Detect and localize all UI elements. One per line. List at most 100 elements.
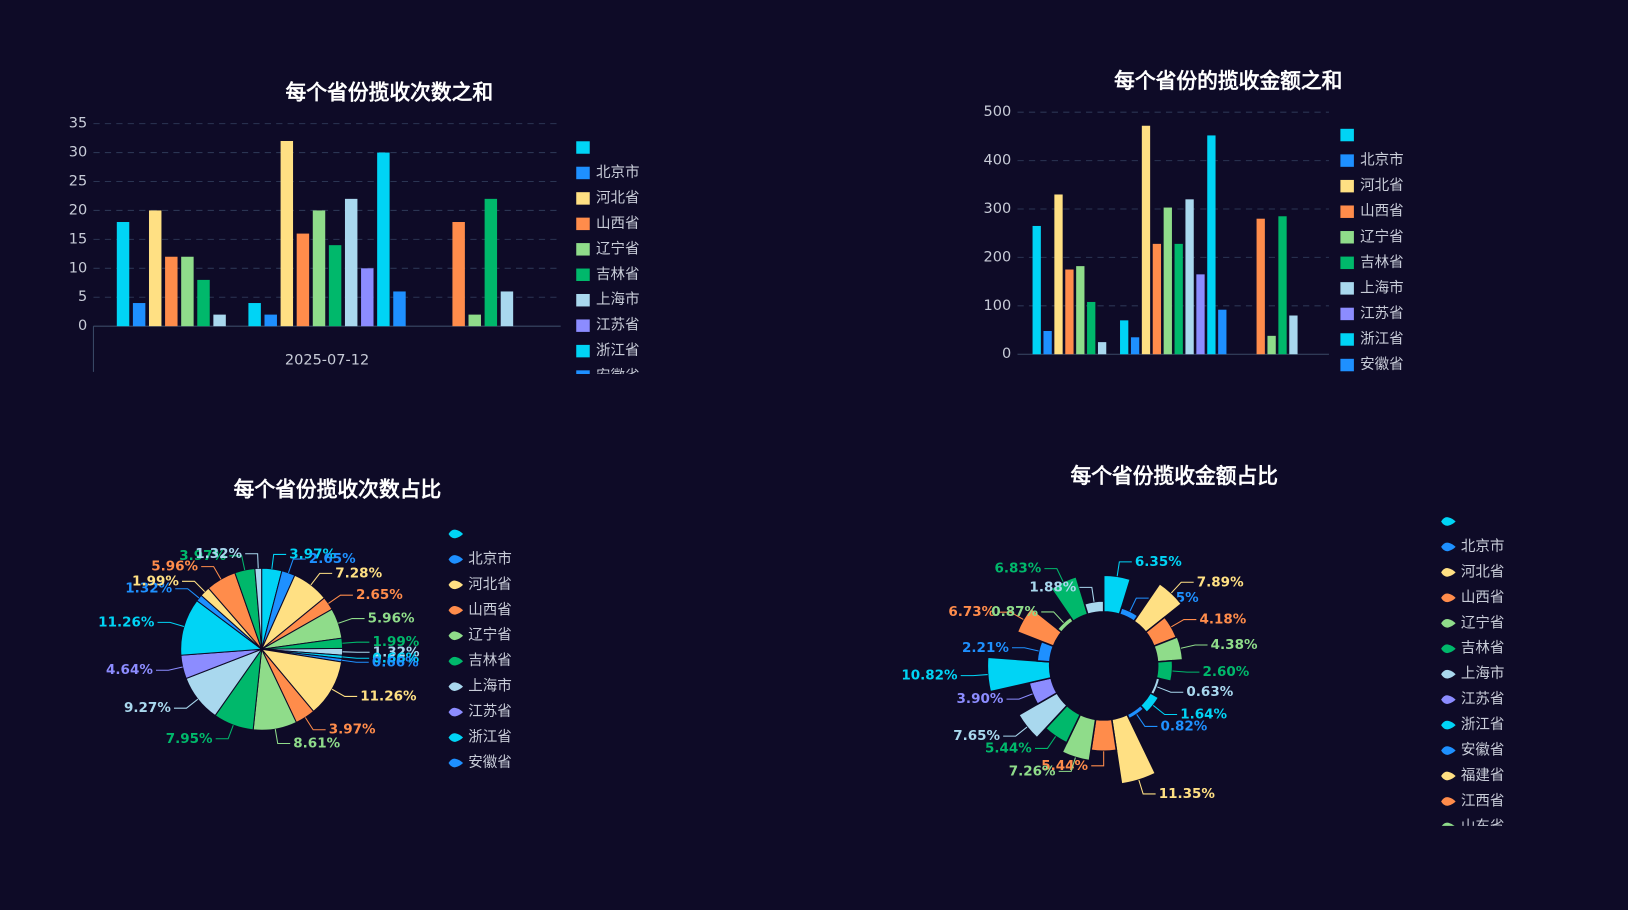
x-tick-label: 2025-07-12: [285, 352, 369, 368]
legend-label: 吉林省: [596, 266, 640, 283]
rose-slice: [1139, 691, 1160, 714]
label-line: [1157, 686, 1184, 693]
legend-swatch: [1340, 256, 1354, 270]
legend-swatch: [1340, 282, 1354, 295]
legend-label: 江苏省: [1461, 691, 1505, 708]
data-label: 6.35%: [1135, 554, 1182, 570]
legend-swatch: [1340, 128, 1354, 142]
legend-label: 安徽省: [596, 368, 640, 385]
legend-label: 安徽省: [468, 754, 512, 771]
legend-label: 上海市: [1461, 665, 1505, 682]
data-label: 1.99%: [132, 573, 179, 589]
label-line: [229, 555, 246, 571]
legend-swatch: [576, 319, 590, 332]
data-label: 6.73%: [948, 604, 995, 620]
data-label: 1.99%: [372, 634, 419, 650]
bar: [1043, 330, 1052, 355]
y-tick-label: 100: [984, 298, 1012, 314]
bar: [500, 291, 514, 327]
data-label: 0.82%: [1161, 718, 1208, 734]
legend-swatch: [1340, 179, 1354, 193]
y-tick-label: 500: [984, 104, 1012, 120]
legend-label: 上海市: [596, 291, 640, 308]
data-label: 7.65%: [953, 728, 1000, 744]
data-label: 4.18%: [1199, 612, 1246, 628]
label-line: [1041, 611, 1064, 623]
label-line: [1006, 693, 1033, 700]
bar: [1130, 337, 1140, 355]
legend-label: 北京市: [1360, 152, 1404, 169]
label-line: [182, 580, 206, 593]
legend-label: 吉林省: [468, 652, 512, 669]
bar: [1087, 301, 1096, 355]
y-tick-label: 5: [78, 289, 87, 305]
legend-swatch: [576, 293, 590, 307]
bar: [165, 256, 178, 327]
label-line: [1152, 705, 1178, 716]
legend-label: 河北省: [468, 576, 512, 593]
label-line: [1170, 581, 1194, 594]
rose-slice: [1133, 582, 1183, 634]
bar: [377, 152, 390, 327]
bar: [1174, 243, 1183, 355]
legend-swatch: [1441, 542, 1456, 552]
rose-slice: [1155, 659, 1174, 683]
rose-slice: [986, 656, 1052, 693]
legend-swatch: [576, 166, 590, 180]
bar: [393, 291, 406, 327]
legend-label: 辽宁省: [1461, 614, 1505, 631]
data-label: 1.32%: [373, 644, 420, 660]
bar: [248, 303, 261, 327]
label-line: [173, 698, 199, 709]
data-label: 2.65%: [309, 551, 356, 567]
label-line: [1172, 670, 1200, 673]
legend-label: 河北省: [596, 189, 640, 206]
legend-label: 河北省: [1360, 177, 1404, 194]
legend-label: 江苏省: [596, 317, 640, 334]
legend-label: 上海市: [1360, 279, 1404, 296]
bar: [1267, 335, 1276, 355]
legend-label: 辽宁省: [596, 240, 640, 257]
label-line: [1180, 644, 1208, 649]
legend-swatch: [448, 580, 464, 590]
legend-swatch: [1441, 771, 1456, 781]
legend-swatch: [576, 141, 590, 154]
data-label: 0.66%: [372, 650, 419, 666]
label-line: [341, 659, 369, 663]
label-line: [998, 611, 1024, 620]
chart-title: 每个省份揽收次数之和: [286, 80, 494, 104]
legend-swatch: [448, 631, 464, 641]
data-label: 3.90%: [957, 691, 1004, 707]
data-label: 4.38%: [1211, 637, 1258, 653]
data-label: 7.28%: [335, 565, 382, 581]
bar: [1152, 243, 1162, 355]
bar: [1054, 194, 1063, 355]
bar: [148, 210, 162, 327]
label-line: [1079, 586, 1095, 602]
data-label: 2.60%: [1203, 664, 1250, 680]
data-label: 4.64%: [106, 662, 153, 678]
rose-slice: [1061, 713, 1097, 762]
legend-label: 河北省: [1461, 563, 1505, 580]
y-tick-label: 400: [984, 153, 1012, 169]
data-label: 1.32%: [125, 581, 172, 597]
rose-slice: [1110, 713, 1157, 785]
legend-label: 浙江省: [468, 729, 512, 746]
legend-label: 浙江省: [1461, 716, 1505, 733]
y-tick-label: 0: [78, 318, 87, 334]
label-line: [1129, 597, 1149, 612]
label-line: [1003, 726, 1028, 737]
legend-swatch: [1340, 333, 1354, 346]
bar: [296, 233, 310, 327]
label-line: [1138, 779, 1156, 795]
legend-swatch: [576, 344, 590, 358]
y-tick-label: 0: [1002, 346, 1011, 362]
data-label: 0.66%: [372, 654, 419, 670]
legend-label: 吉林省: [1360, 254, 1404, 271]
data-label: 5.44%: [985, 740, 1032, 756]
legend-swatch: [448, 555, 464, 564]
legend-swatch: [576, 192, 590, 205]
label-line: [1058, 757, 1076, 772]
